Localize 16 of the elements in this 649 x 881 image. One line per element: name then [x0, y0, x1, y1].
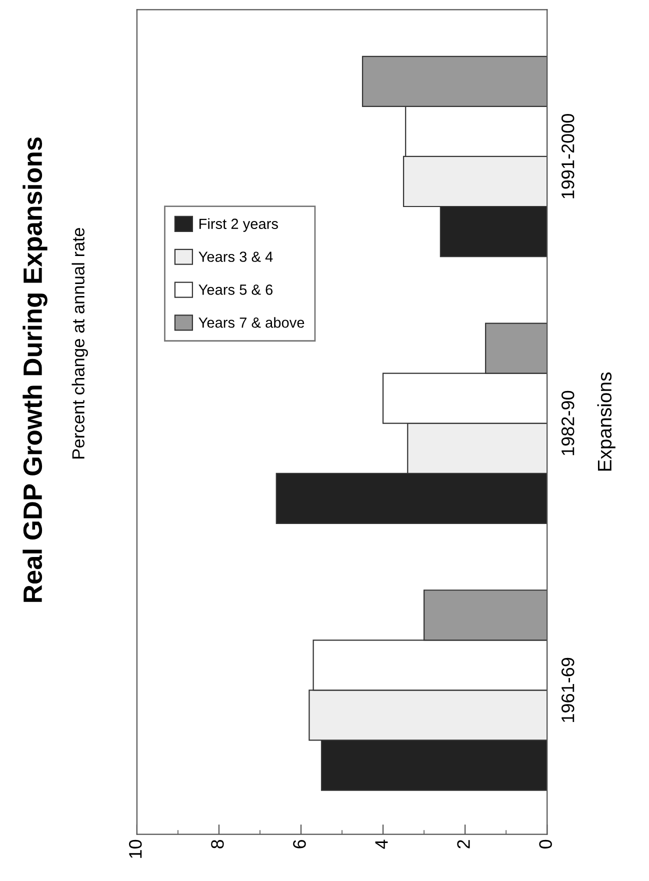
x-tick-label: 4	[375, 840, 388, 849]
x-tick-label: 2	[457, 840, 470, 848]
y-tick-label: 1961-69	[561, 658, 574, 722]
y-axis-title: Expansions	[597, 372, 616, 471]
legend-label: Years 3 & 4	[198, 252, 273, 262]
y-tick-label: 1991-2000	[561, 114, 574, 198]
x-tick-label: 10	[129, 840, 142, 858]
text: Percent change at annual rate	[72, 228, 88, 458]
legend-label: Years 7 & above	[198, 317, 304, 328]
y-tick-label: 1982-90	[561, 390, 574, 456]
legend-label: First 2 years	[199, 218, 278, 232]
x-tick-label: 6	[293, 840, 306, 848]
text: Real GDP Growth During Expansions	[22, 137, 48, 602]
x-tick-label: 8	[211, 840, 224, 848]
x-tick-label: 0	[539, 840, 552, 849]
legend-label: Years 5 & 6	[198, 284, 273, 295]
